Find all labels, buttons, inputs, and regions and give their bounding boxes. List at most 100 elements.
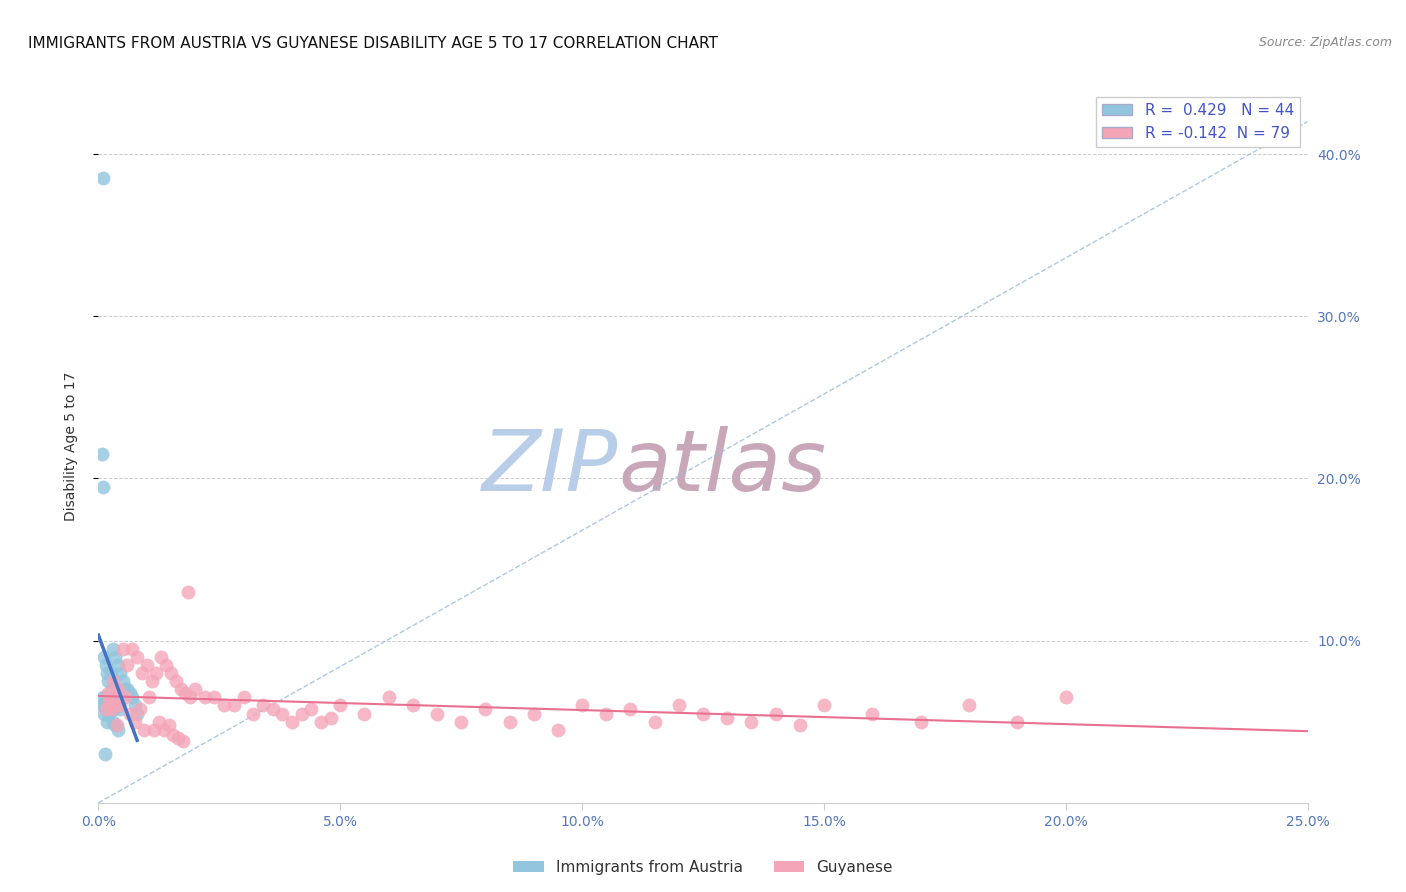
Point — [174, 685, 197, 699]
Point — [498, 714, 520, 729]
Point — [101, 682, 124, 697]
Point — [131, 666, 153, 681]
Point — [128, 702, 150, 716]
Point — [299, 702, 322, 716]
Point — [232, 690, 254, 705]
Point — [94, 702, 117, 716]
Point — [813, 698, 835, 713]
Point — [402, 698, 425, 713]
Point — [789, 718, 811, 732]
Point — [184, 682, 207, 697]
Point — [740, 714, 762, 729]
Point — [98, 695, 121, 709]
Point — [155, 657, 177, 672]
Point — [309, 714, 332, 729]
Legend: Immigrants from Austria, Guyanese: Immigrants from Austria, Guyanese — [508, 854, 898, 880]
Point — [107, 690, 129, 705]
Point — [100, 690, 122, 705]
Point — [124, 714, 146, 729]
Point — [100, 702, 122, 716]
Point — [127, 706, 149, 721]
Point — [143, 723, 166, 737]
Point — [101, 698, 124, 713]
Point — [212, 698, 235, 713]
Point — [104, 718, 127, 732]
Point — [353, 706, 375, 721]
Point — [271, 706, 294, 721]
Point — [93, 706, 115, 721]
Point — [100, 666, 122, 681]
Point — [450, 714, 472, 729]
Text: Source: ZipAtlas.com: Source: ZipAtlas.com — [1258, 36, 1392, 49]
Point — [114, 682, 136, 697]
Point — [523, 706, 546, 721]
Point — [138, 690, 160, 705]
Point — [160, 666, 183, 681]
Point — [111, 641, 134, 656]
Point — [262, 702, 284, 716]
Point — [135, 657, 157, 672]
Point — [96, 714, 118, 729]
Point — [107, 682, 129, 697]
Point — [547, 723, 569, 737]
Point — [98, 698, 121, 713]
Point — [117, 657, 139, 672]
Point — [118, 685, 141, 699]
Point — [474, 702, 496, 716]
Point — [169, 682, 191, 697]
Point — [571, 698, 593, 713]
Point — [108, 666, 131, 681]
Point — [165, 674, 187, 689]
Point — [101, 714, 124, 729]
Point — [716, 711, 738, 725]
Point — [765, 706, 787, 721]
Point — [177, 585, 200, 599]
Point — [107, 723, 129, 737]
Point — [290, 706, 312, 721]
Point — [194, 690, 217, 705]
Point — [204, 690, 226, 705]
Point — [141, 674, 163, 689]
Point — [1054, 690, 1077, 705]
Point — [97, 674, 120, 689]
Text: ZIP: ZIP — [482, 425, 619, 509]
Point — [108, 702, 131, 716]
Point — [107, 698, 129, 713]
Point — [105, 698, 128, 713]
Point — [91, 479, 114, 493]
Point — [96, 666, 118, 681]
Point — [619, 702, 641, 716]
Point — [329, 698, 352, 713]
Point — [97, 685, 120, 699]
Point — [105, 718, 128, 732]
Point — [860, 706, 883, 721]
Point — [1007, 714, 1029, 729]
Point — [152, 723, 174, 737]
Point — [108, 698, 131, 713]
Point — [121, 641, 143, 656]
Point — [103, 702, 125, 716]
Point — [426, 706, 449, 721]
Point — [121, 690, 143, 705]
Point — [222, 698, 245, 713]
Point — [124, 698, 146, 713]
Point — [101, 674, 124, 689]
Text: atlas: atlas — [619, 425, 827, 509]
Point — [97, 706, 120, 721]
Point — [104, 695, 127, 709]
Point — [91, 447, 114, 461]
Text: IMMIGRANTS FROM AUSTRIA VS GUYANESE DISABILITY AGE 5 TO 17 CORRELATION CHART: IMMIGRANTS FROM AUSTRIA VS GUYANESE DISA… — [28, 36, 718, 51]
Point — [644, 714, 666, 729]
Point — [114, 690, 136, 705]
Point — [377, 690, 399, 705]
Point — [100, 690, 122, 705]
Point — [167, 731, 190, 745]
Point — [97, 702, 120, 716]
Point — [252, 698, 274, 713]
Point — [104, 698, 127, 713]
Point — [101, 641, 124, 656]
Point — [162, 728, 184, 742]
Point — [179, 690, 201, 705]
Point — [242, 706, 264, 721]
Point — [150, 649, 173, 664]
